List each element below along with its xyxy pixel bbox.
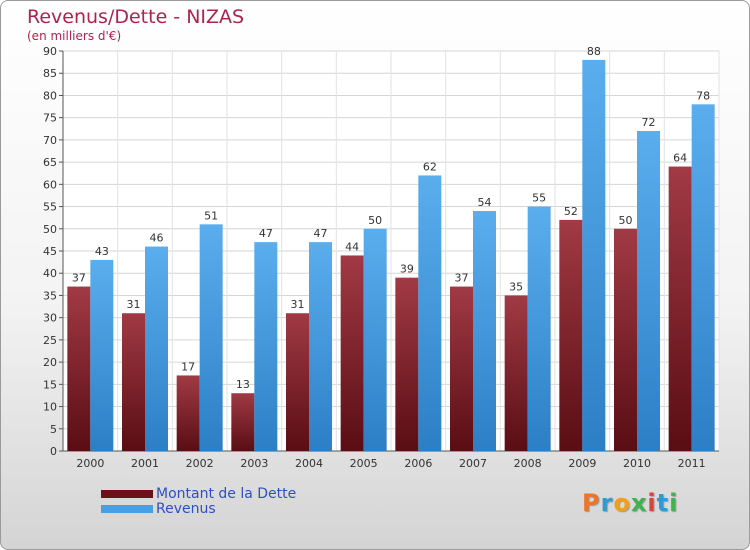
data-label-dette: 31 [127, 298, 141, 311]
bar-revenus [309, 242, 332, 451]
x-tick-label: 2000 [76, 457, 104, 470]
x-tick-label: 2002 [186, 457, 214, 470]
data-label-dette: 31 [291, 298, 305, 311]
x-tick-label: 2005 [350, 457, 378, 470]
bar-dette [614, 228, 637, 451]
y-tick-label: 90 [43, 45, 57, 58]
y-tick-label: 40 [43, 267, 57, 280]
bar-revenus [418, 175, 442, 451]
legend-swatch-revenus [101, 505, 153, 513]
bar-dette [286, 313, 309, 451]
logo-letter: i [647, 489, 657, 517]
y-tick-label: 5 [50, 423, 57, 436]
logo-letter: t [656, 489, 670, 517]
data-label-revenus: 88 [587, 45, 601, 58]
x-tick-label: 2003 [240, 457, 268, 470]
data-label-dette: 64 [673, 152, 687, 165]
x-tick-label: 2011 [678, 457, 706, 470]
bar-revenus [637, 131, 660, 451]
y-tick-label: 80 [43, 89, 57, 102]
bar-dette [504, 295, 528, 451]
bar-dette [559, 219, 583, 451]
data-label-dette: 52 [564, 205, 578, 218]
y-tick-label: 60 [43, 178, 57, 191]
bar-revenus [691, 104, 715, 451]
bar-dette [231, 393, 255, 451]
y-tick-label: 20 [43, 356, 57, 369]
logo-letter: P [582, 489, 601, 517]
logo-letter: r [600, 489, 614, 517]
bar-revenus [90, 259, 114, 451]
chart-subtitle: (en milliers d'€) [27, 29, 122, 43]
y-tick-label: 75 [43, 112, 57, 125]
y-tick-label: 25 [43, 334, 57, 347]
data-label-dette: 37 [455, 272, 469, 285]
data-label-revenus: 51 [204, 209, 218, 222]
data-label-dette: 37 [72, 272, 86, 285]
bar-revenus [254, 242, 278, 451]
x-tick-label: 2009 [568, 457, 596, 470]
legend-label-dette: Montant de la Dette [156, 486, 297, 502]
chart-title: Revenus/Dette - NIZAS [27, 6, 245, 28]
y-tick-label: 15 [43, 378, 57, 391]
data-label-dette: 13 [236, 378, 250, 391]
legend-swatch-dette [101, 490, 153, 498]
bar-dette [122, 313, 145, 451]
data-label-revenus: 54 [478, 196, 492, 209]
x-tick-label: 2008 [514, 457, 542, 470]
bar-revenus [363, 228, 387, 451]
data-label-dette: 39 [400, 263, 414, 276]
data-label-revenus: 72 [642, 116, 656, 129]
data-label-dette: 17 [181, 360, 195, 373]
x-tick-label: 2001 [131, 457, 159, 470]
bar-revenus [527, 206, 551, 451]
data-label-revenus: 55 [532, 192, 546, 205]
data-label-dette: 35 [509, 280, 523, 293]
logo-letter: x [630, 489, 648, 517]
y-tick-label: 45 [43, 245, 57, 258]
bar-revenus [145, 246, 168, 451]
x-tick-label: 2010 [623, 457, 651, 470]
y-tick-label: 85 [43, 67, 57, 80]
x-tick-label: 2004 [295, 457, 323, 470]
data-label-revenus: 78 [696, 89, 710, 102]
y-tick-label: 70 [43, 134, 57, 147]
data-label-revenus: 62 [423, 160, 437, 173]
y-tick-label: 0 [50, 445, 57, 458]
data-label-revenus: 43 [95, 245, 109, 258]
data-label-revenus: 50 [368, 214, 382, 227]
y-tick-label: 50 [43, 223, 57, 236]
bar-dette [450, 286, 473, 451]
data-label-revenus: 46 [150, 232, 164, 245]
data-label-dette: 44 [345, 240, 359, 253]
bar-revenus [582, 59, 606, 452]
legend-label-revenus: Revenus [156, 501, 216, 517]
bar-revenus [473, 211, 496, 451]
y-tick-label: 30 [43, 312, 57, 325]
y-tick-label: 35 [43, 289, 57, 302]
proxiti-logo: Proxiti [582, 489, 678, 517]
y-tick-label: 65 [43, 156, 57, 169]
y-tick-label: 10 [43, 401, 57, 414]
x-tick-label: 2007 [459, 457, 487, 470]
bar-dette [668, 166, 692, 452]
bar-dette [67, 286, 91, 451]
data-label-revenus: 47 [314, 227, 328, 240]
data-label-dette: 50 [619, 214, 633, 227]
logo-letter: i [669, 489, 679, 517]
bar-dette [395, 277, 419, 451]
x-tick-label: 2006 [404, 457, 432, 470]
y-tick-label: 55 [43, 201, 57, 214]
logo-letter: o [613, 489, 631, 517]
bar-revenus [199, 224, 223, 451]
data-label-revenus: 47 [259, 227, 273, 240]
bar-dette [176, 375, 200, 451]
bar-dette [340, 255, 364, 451]
